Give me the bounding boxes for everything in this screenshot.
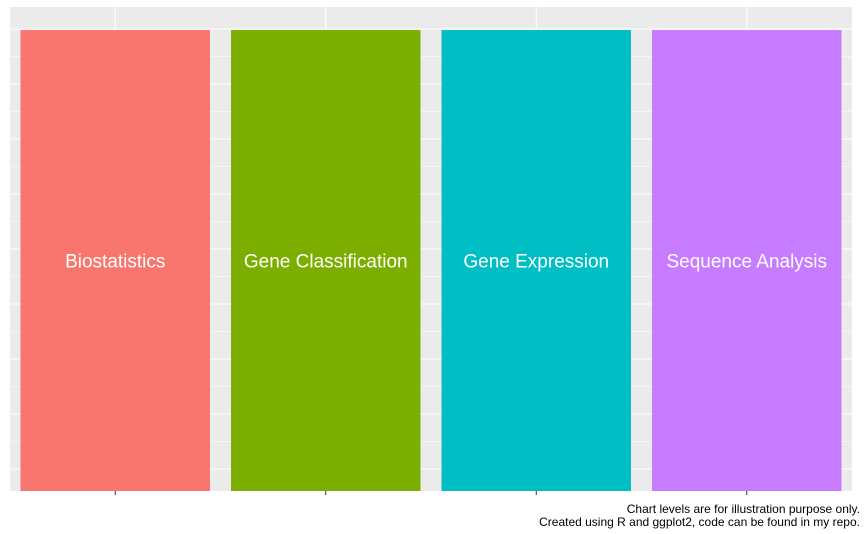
x-axis-ticks <box>114 491 748 495</box>
bar-biostatistics <box>20 30 210 492</box>
caption-line-1: Chart levels are for illustration purpos… <box>626 502 860 516</box>
bars: Biostatistics Gene Classification Gene Exp… <box>20 30 842 492</box>
bar-gene-expression <box>441 30 631 492</box>
bar-label: Gene Expression <box>463 252 609 273</box>
bar-label: Gene Classification <box>244 252 408 273</box>
bar-sequence-analysis <box>652 30 842 492</box>
bar-label: Biostatistics <box>65 252 165 273</box>
caption-line-2: Created using R and ggplot2, code can be… <box>539 515 860 529</box>
bar-label: Sequence Analysis <box>666 252 827 273</box>
bar-gene-classification <box>231 30 421 492</box>
